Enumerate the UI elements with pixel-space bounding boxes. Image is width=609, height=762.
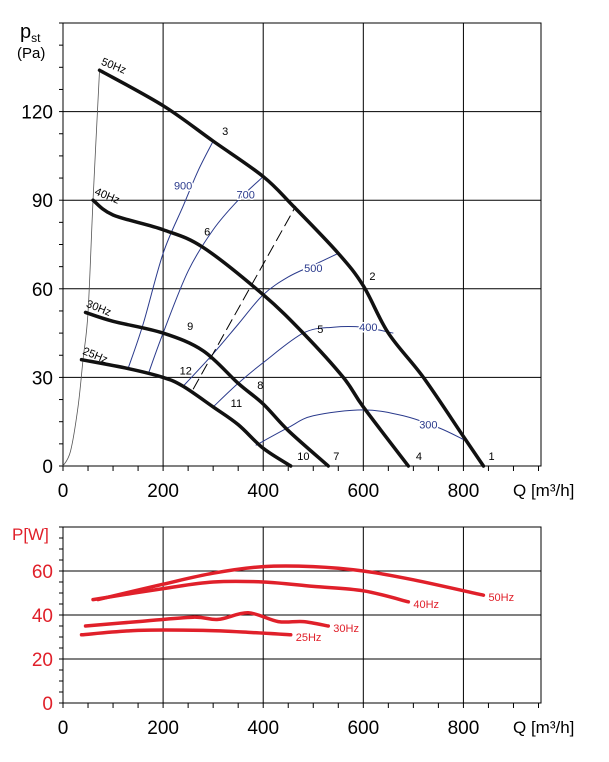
curve-25Hz (79, 357, 293, 468)
pressure-y-tick-label: 90 (32, 191, 53, 212)
pressure-x-tick-label: 400 (247, 481, 279, 502)
point-label: 4 (416, 451, 422, 463)
power-y-tick-label: 40 (32, 606, 53, 627)
y-axis-label: pst (20, 21, 41, 45)
pressure-x-tick-label: 600 (347, 481, 379, 502)
pressure-x-axis-label: Q [m³/h] (513, 481, 574, 500)
y-axis-unit: (Pa) (17, 45, 45, 62)
curve-50Hz (97, 68, 486, 468)
pressure-y-tick-label: 60 (32, 280, 53, 301)
iso-line-300 (255, 409, 464, 446)
power-x-axis-label: Q [m³/h] (513, 718, 574, 737)
pressure-y-tick-label: 30 (32, 368, 53, 389)
power-series-label: 30Hz (333, 623, 359, 635)
power-x-tick-label: 0 (58, 718, 69, 739)
iso-line-700 (147, 176, 264, 375)
curve-40Hz (91, 198, 411, 468)
point-label: 12 (180, 365, 192, 377)
y-axis-label: P[W] (12, 525, 49, 544)
power-series-label: 25Hz (296, 632, 322, 644)
pressure-chart: 0 200 400 600 800 0 30 60 90 120 Q [m³/h] pst(Pa) 90… (17, 21, 574, 502)
iso-label: 500 (304, 263, 322, 275)
power-chart: 0 200 400 600 800 0 20 40 60 Q [m³/h] P[W] 50Hz 40Hz… (12, 525, 574, 739)
dashed-line (192, 205, 297, 390)
pressure-x-tick-label: 800 (448, 481, 480, 502)
pressure-x-tick-label: 0 (58, 481, 69, 502)
power-series-label: 50Hz (488, 592, 514, 604)
point-label: 7 (333, 451, 339, 463)
power-x-tick-label: 600 (347, 718, 379, 739)
iso-label: 700 (237, 189, 255, 201)
point-label: 5 (317, 324, 323, 336)
power-curve-30Hz (83, 611, 331, 628)
point-label: 6 (204, 227, 210, 239)
curve-30Hz (83, 310, 331, 468)
iso-label: 300 (419, 420, 437, 432)
iso-line-400 (212, 325, 394, 408)
power-y-tick-label: 60 (32, 562, 53, 583)
point-label: 11 (231, 398, 242, 410)
power-curve-40Hz (91, 579, 411, 604)
pressure-y-tick-label: 0 (42, 457, 53, 478)
power-x-tick-label: 400 (247, 718, 279, 739)
point-label: 8 (257, 380, 263, 392)
point-label: 3 (222, 126, 228, 138)
pressure-y-tick-label: 120 (21, 103, 53, 124)
power-x-tick-label: 200 (147, 718, 179, 739)
power-x-tick-label: 800 (448, 718, 480, 739)
point-label: 10 (297, 451, 309, 463)
power-series-label: 40Hz (413, 599, 439, 611)
pressure-x-tick-label: 200 (147, 481, 179, 502)
point-label: 9 (187, 321, 193, 333)
point-label: 2 (369, 271, 375, 283)
point-label: 1 (488, 451, 494, 463)
iso-label: 900 (174, 180, 192, 192)
iso-label: 400 (359, 322, 377, 334)
power-y-tick-label: 0 (42, 694, 53, 715)
power-y-tick-label: 20 (32, 650, 53, 671)
power-curve-50Hz (96, 564, 486, 602)
power-curve-25Hz (79, 628, 293, 637)
system-curve (62, 70, 100, 467)
